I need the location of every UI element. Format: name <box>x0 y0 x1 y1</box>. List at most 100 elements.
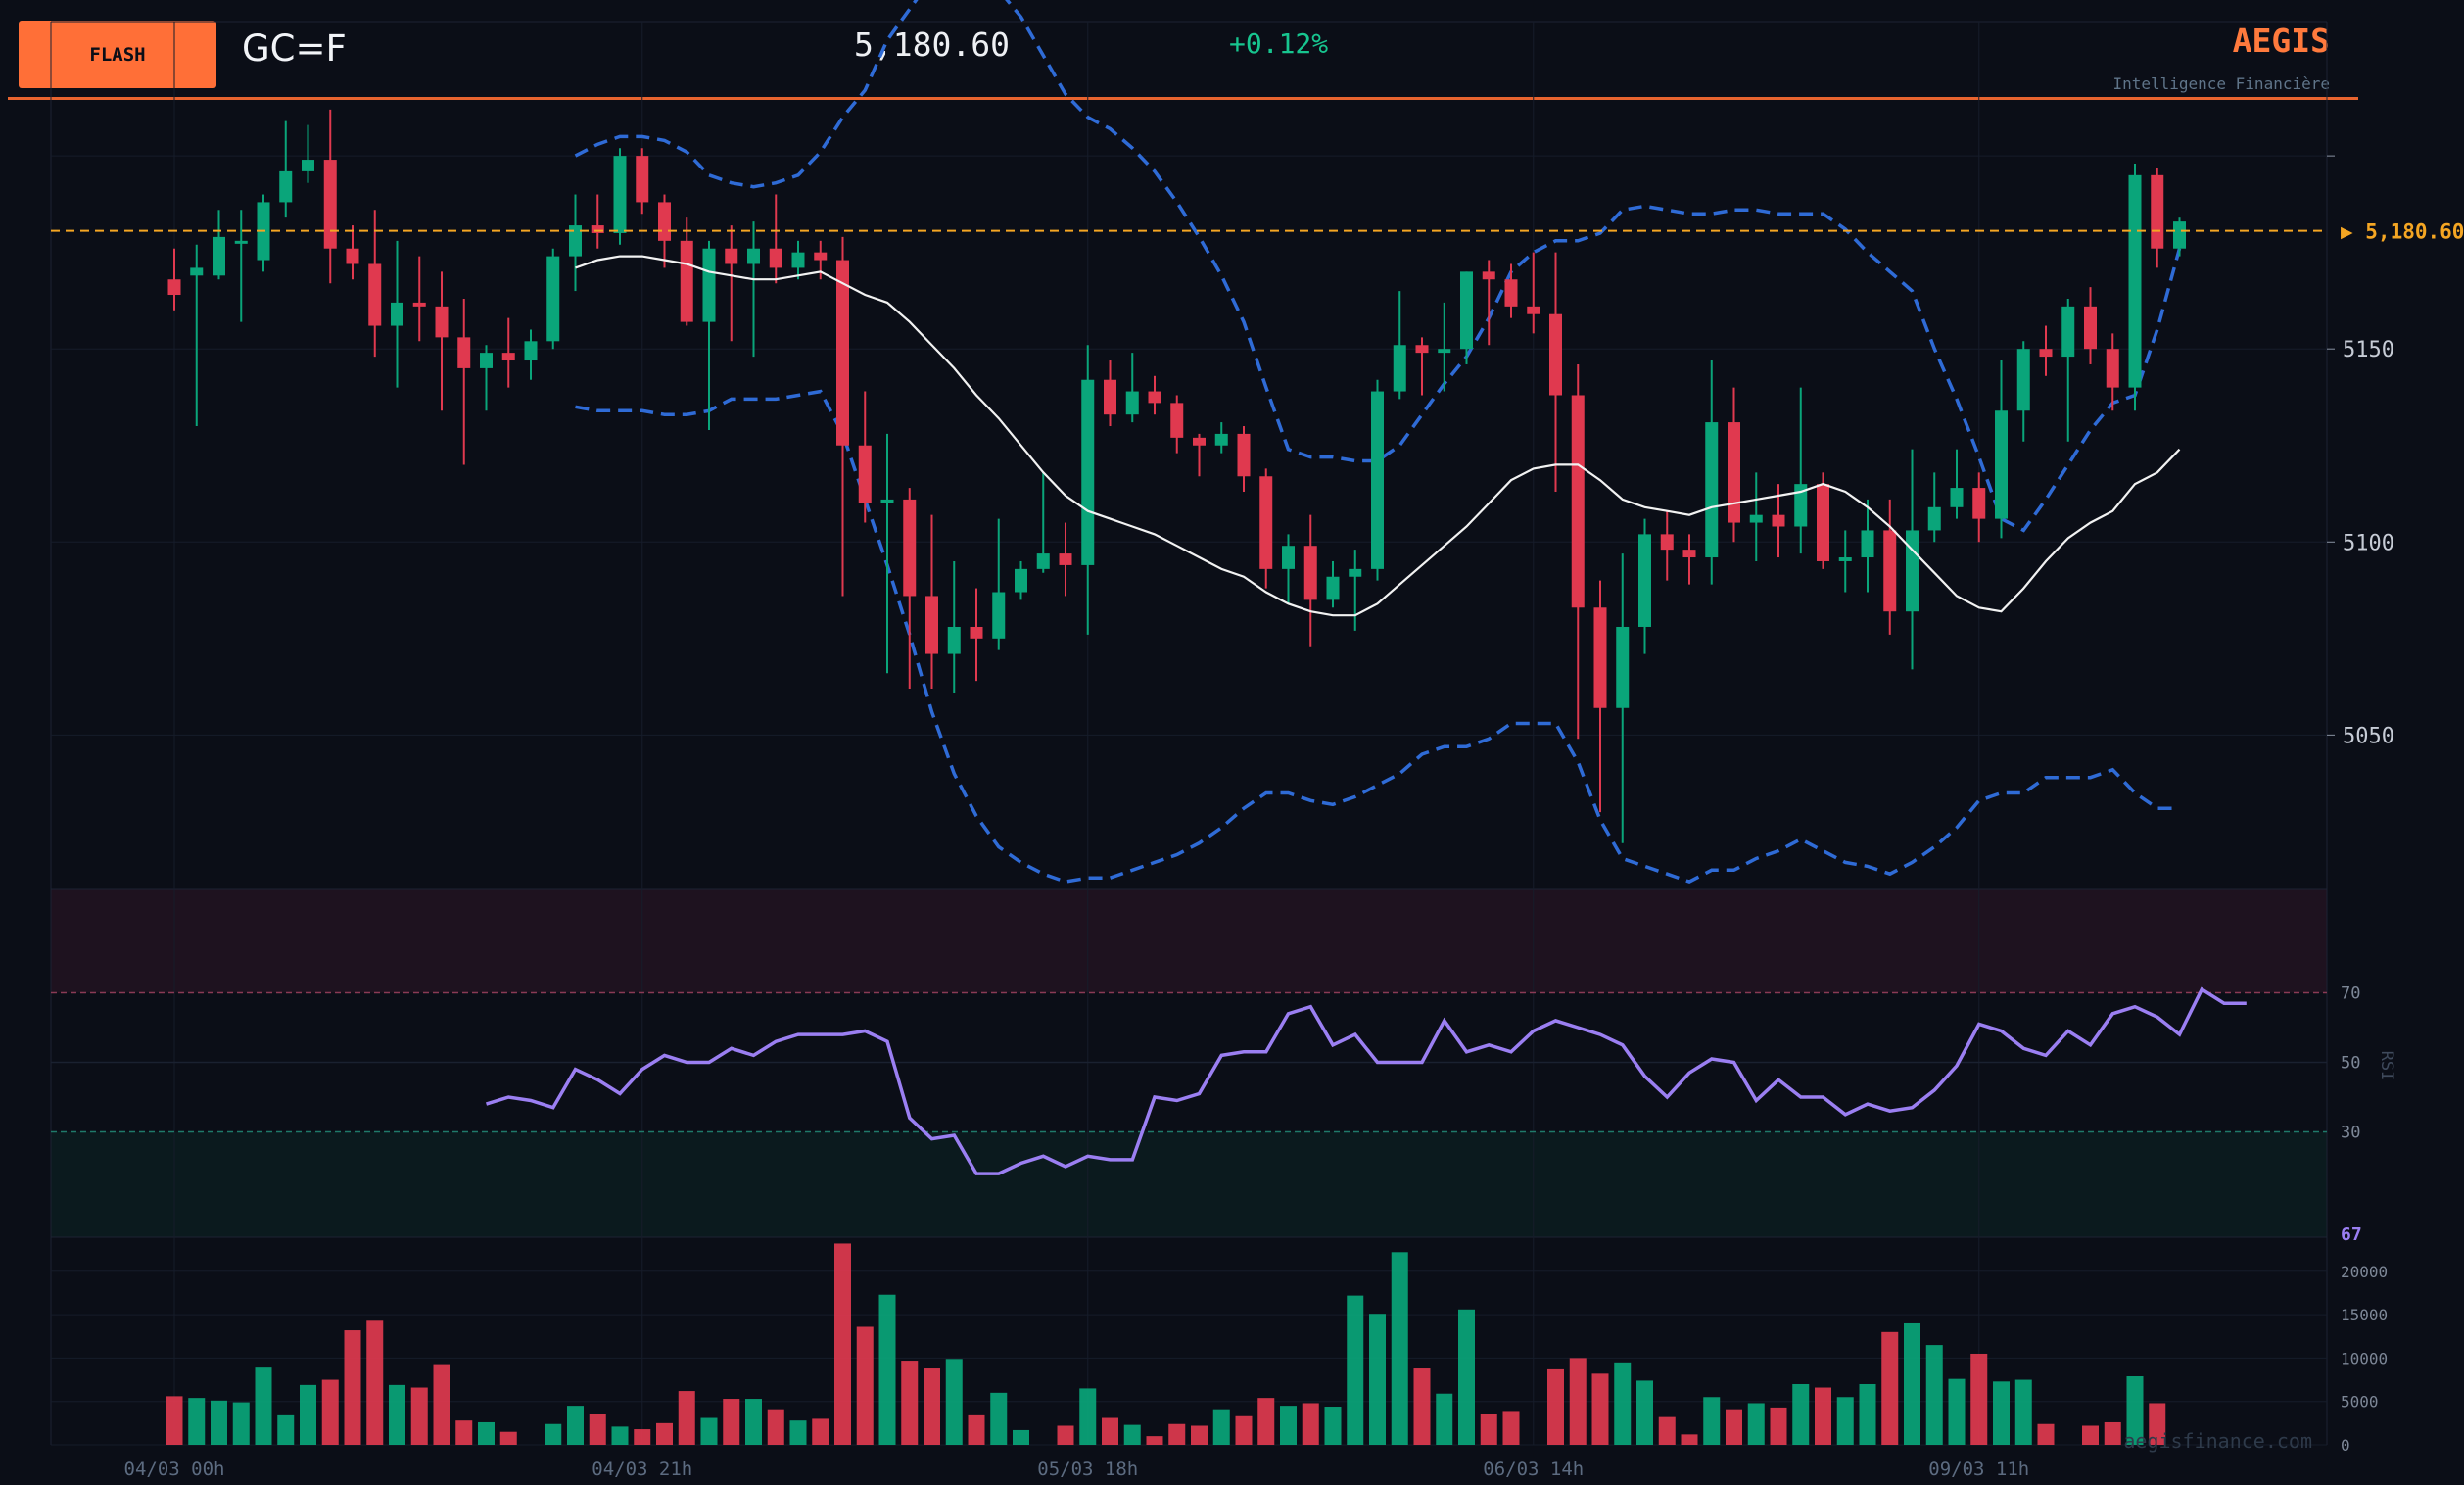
volume-bar[interactable] <box>1102 1417 1118 1445</box>
candle-body[interactable] <box>1728 422 1740 523</box>
candle-body[interactable] <box>992 592 1006 639</box>
candle-body[interactable] <box>524 341 538 361</box>
candle-body[interactable] <box>1571 395 1585 608</box>
candle-body[interactable] <box>1527 306 1540 314</box>
candle-body[interactable] <box>947 626 961 654</box>
candle-body[interactable] <box>1214 433 1228 446</box>
volume-bar[interactable] <box>300 1384 316 1445</box>
volume-bar[interactable] <box>166 1396 183 1445</box>
volume-bar[interactable] <box>1770 1407 1787 1445</box>
candle-body[interactable] <box>970 626 983 639</box>
volume-bar[interactable] <box>277 1414 295 1445</box>
candle-body[interactable] <box>2016 349 2030 411</box>
volume-bar[interactable] <box>700 1417 718 1445</box>
volume-bar[interactable] <box>1324 1407 1342 1445</box>
candle-body[interactable] <box>613 156 627 233</box>
volume-bar[interactable] <box>1391 1252 1408 1445</box>
volume-bar[interactable] <box>1079 1388 1097 1445</box>
volume-bar[interactable] <box>1123 1424 1141 1445</box>
volume-bar[interactable] <box>878 1294 896 1445</box>
volume-bar[interactable] <box>1569 1358 1587 1445</box>
candle-body[interactable] <box>1616 626 1630 708</box>
candle-body[interactable] <box>1794 484 1808 527</box>
candle-body[interactable] <box>1237 433 1251 477</box>
candle-body[interactable] <box>1883 530 1897 612</box>
candle-body[interactable] <box>1972 488 1986 519</box>
volume-bar[interactable] <box>745 1399 762 1445</box>
candle-body[interactable] <box>569 225 582 257</box>
volume-bar[interactable] <box>1881 1331 1899 1445</box>
volume-bar[interactable] <box>990 1392 1008 1445</box>
volume-bar[interactable] <box>789 1420 807 1445</box>
candle-body[interactable] <box>412 302 426 307</box>
candle-body[interactable] <box>903 499 917 597</box>
candle-body[interactable] <box>1838 557 1852 561</box>
volume-bar[interactable] <box>255 1367 272 1445</box>
candle-body[interactable] <box>279 170 293 203</box>
candle-body[interactable] <box>1015 568 1027 593</box>
candle-body[interactable] <box>190 267 204 276</box>
volume-bar[interactable] <box>1436 1393 1453 1445</box>
volume-bar[interactable] <box>1013 1429 1029 1445</box>
candle-body[interactable] <box>2173 221 2186 249</box>
candle-body[interactable] <box>1861 530 1874 558</box>
volume-bar[interactable] <box>1458 1309 1475 1445</box>
candle-body[interactable] <box>480 353 493 368</box>
candle-body[interactable] <box>1393 345 1406 392</box>
candle-body[interactable] <box>1749 514 1763 523</box>
volume-bar[interactable] <box>1904 1322 1920 1445</box>
candle-body[interactable] <box>1660 534 1674 551</box>
candle-body[interactable] <box>2061 306 2075 358</box>
volume-bar[interactable] <box>1302 1403 1319 1445</box>
volume-bar[interactable] <box>2014 1379 2032 1445</box>
candle-body[interactable] <box>1549 313 1562 396</box>
volume-bar[interactable] <box>611 1426 629 1445</box>
volume-bar[interactable] <box>1146 1436 1163 1445</box>
candle-body[interactable] <box>234 240 248 244</box>
flash-badge[interactable]: FLASH <box>19 21 216 88</box>
candle-body[interactable] <box>1326 576 1340 600</box>
candle-body[interactable] <box>858 445 872 503</box>
candle-body[interactable] <box>2151 174 2164 249</box>
candle-body[interactable] <box>680 240 693 322</box>
volume-bar[interactable] <box>1480 1413 1497 1445</box>
volume-bar[interactable] <box>945 1359 963 1445</box>
volume-bar[interactable] <box>1547 1368 1564 1445</box>
candle-body[interactable] <box>213 236 225 276</box>
volume-bar[interactable] <box>1925 1345 1943 1445</box>
candle-body[interactable] <box>2106 349 2119 388</box>
volume-bar[interactable] <box>1747 1403 1765 1445</box>
candle-body[interactable] <box>1036 553 1050 569</box>
candle-body[interactable] <box>1482 271 1495 280</box>
candle-body[interactable] <box>1504 279 1518 307</box>
volume-bar[interactable] <box>1703 1397 1721 1445</box>
volume-bar[interactable] <box>188 1398 206 1445</box>
candle-body[interactable] <box>1125 391 1139 415</box>
candle-body[interactable] <box>591 225 604 233</box>
volume-bar[interactable] <box>545 1423 562 1445</box>
volume-bar[interactable] <box>2126 1376 2144 1445</box>
volume-bar[interactable] <box>1502 1411 1520 1445</box>
candle-body[interactable] <box>1638 534 1651 627</box>
volume-bar[interactable] <box>211 1400 227 1445</box>
volume-bar[interactable] <box>1212 1409 1230 1445</box>
candle-body[interactable] <box>1059 553 1072 565</box>
candle-body[interactable] <box>725 248 738 264</box>
volume-bar[interactable] <box>834 1243 851 1445</box>
volume-bar[interactable] <box>1191 1425 1208 1445</box>
candle-body[interactable] <box>658 202 671 241</box>
volume-bar[interactable] <box>968 1414 985 1445</box>
candle-body[interactable] <box>1282 546 1295 569</box>
volume-bar[interactable] <box>856 1326 874 1445</box>
candle-body[interactable] <box>1371 391 1384 569</box>
volume-bar[interactable] <box>344 1330 361 1445</box>
volume-bar[interactable] <box>321 1379 339 1445</box>
volume-bar[interactable] <box>2082 1425 2099 1445</box>
volume-bar[interactable] <box>1970 1353 1988 1445</box>
candle-body[interactable] <box>1081 379 1095 565</box>
volume-bar[interactable] <box>1257 1398 1275 1445</box>
candle-body[interactable] <box>1772 514 1785 527</box>
candle-body[interactable] <box>501 353 515 361</box>
candle-body[interactable] <box>747 248 760 264</box>
volume-bar[interactable] <box>1636 1380 1653 1445</box>
